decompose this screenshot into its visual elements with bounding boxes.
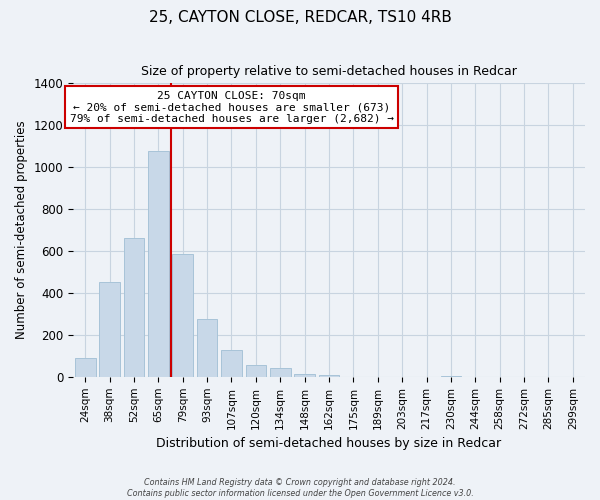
Bar	[270, 368, 290, 377]
Text: Contains HM Land Registry data © Crown copyright and database right 2024.
Contai: Contains HM Land Registry data © Crown c…	[127, 478, 473, 498]
Title: Size of property relative to semi-detached houses in Redcar: Size of property relative to semi-detach…	[141, 65, 517, 78]
Bar	[294, 374, 315, 377]
Bar	[245, 366, 266, 377]
X-axis label: Distribution of semi-detached houses by size in Redcar: Distribution of semi-detached houses by …	[157, 437, 502, 450]
Bar	[75, 358, 95, 377]
Text: 25 CAYTON CLOSE: 70sqm
← 20% of semi-detached houses are smaller (673)
79% of se: 25 CAYTON CLOSE: 70sqm ← 20% of semi-det…	[70, 90, 394, 124]
Bar	[172, 254, 193, 377]
Bar	[197, 319, 217, 377]
Text: 25, CAYTON CLOSE, REDCAR, TS10 4RB: 25, CAYTON CLOSE, REDCAR, TS10 4RB	[149, 10, 451, 25]
Bar	[99, 282, 120, 377]
Bar	[148, 152, 169, 377]
Bar	[221, 350, 242, 377]
Y-axis label: Number of semi-detached properties: Number of semi-detached properties	[15, 121, 28, 340]
Bar	[124, 238, 145, 377]
Bar	[440, 376, 461, 377]
Bar	[319, 374, 340, 377]
